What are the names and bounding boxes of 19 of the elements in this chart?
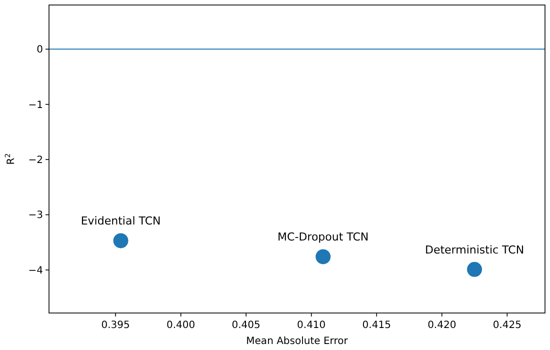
annotation: Evidential TCN: [80, 214, 161, 228]
y-tick-label: 0: [36, 44, 43, 56]
x-tick-label: 0.395: [101, 320, 130, 331]
y-tick-label: −1: [28, 100, 43, 111]
x-tick-label: 0.405: [232, 320, 260, 331]
x-tick-label: 0.410: [297, 320, 326, 331]
x-tick-label: 0.420: [428, 320, 456, 331]
y-tick-label: −2: [28, 155, 43, 166]
annotation: MC-Dropout TCN: [278, 230, 369, 244]
x-tick-label: 0.400: [166, 320, 196, 331]
y-tick-label: −4: [28, 265, 43, 276]
annotation: Deterministic TCN: [424, 243, 524, 256]
point: [316, 249, 331, 264]
x-tick-label: 0.415: [362, 320, 391, 331]
x-tick-label: 0.425: [492, 320, 522, 331]
x-axis-title: Mean Absolute Error: [246, 336, 349, 347]
point: [113, 233, 128, 248]
y-tick-label: −3: [28, 210, 43, 222]
point: [467, 262, 482, 277]
